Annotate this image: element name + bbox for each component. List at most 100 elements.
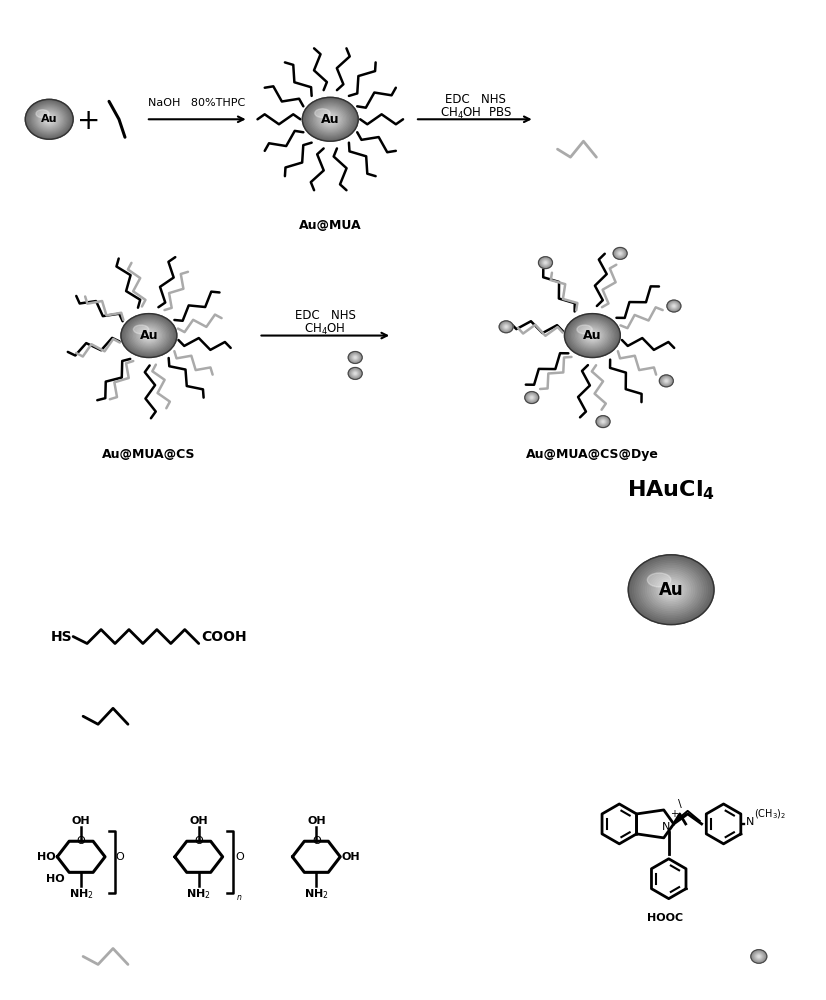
Ellipse shape (45, 115, 54, 123)
Text: NH$_2$: NH$_2$ (187, 887, 211, 901)
Ellipse shape (757, 955, 761, 958)
Ellipse shape (661, 376, 672, 386)
Ellipse shape (614, 248, 627, 259)
Text: CH$_4$OH  PBS: CH$_4$OH PBS (439, 106, 512, 121)
Ellipse shape (529, 396, 534, 400)
Ellipse shape (306, 101, 354, 138)
Ellipse shape (582, 327, 604, 344)
Text: O: O (312, 836, 320, 846)
Ellipse shape (349, 368, 362, 379)
Ellipse shape (525, 392, 539, 403)
Ellipse shape (586, 331, 598, 340)
Ellipse shape (577, 325, 592, 334)
Text: EDC   NHS: EDC NHS (295, 309, 356, 322)
Ellipse shape (576, 322, 609, 349)
Text: O: O (235, 852, 244, 862)
Ellipse shape (143, 331, 154, 340)
Ellipse shape (661, 376, 672, 385)
Ellipse shape (580, 326, 605, 345)
Ellipse shape (758, 956, 759, 957)
Ellipse shape (637, 562, 705, 618)
Ellipse shape (665, 380, 667, 382)
Ellipse shape (753, 952, 764, 961)
Ellipse shape (619, 252, 621, 254)
Ellipse shape (352, 355, 358, 360)
Ellipse shape (572, 319, 614, 352)
Ellipse shape (671, 304, 676, 308)
Ellipse shape (672, 305, 676, 308)
Ellipse shape (529, 395, 535, 401)
Ellipse shape (659, 375, 673, 387)
Ellipse shape (47, 117, 51, 121)
Ellipse shape (325, 115, 336, 124)
Ellipse shape (505, 326, 507, 328)
Ellipse shape (134, 323, 164, 348)
Text: Au: Au (583, 329, 601, 342)
Ellipse shape (544, 261, 547, 264)
Ellipse shape (349, 367, 362, 379)
Ellipse shape (662, 377, 671, 384)
Ellipse shape (754, 953, 763, 960)
Text: NH$_2$: NH$_2$ (304, 887, 329, 901)
Ellipse shape (654, 576, 688, 604)
Text: OH: OH (307, 816, 325, 826)
Text: NH$_2$: NH$_2$ (69, 887, 93, 901)
Ellipse shape (671, 303, 677, 309)
Ellipse shape (669, 302, 679, 310)
Ellipse shape (633, 558, 710, 621)
Ellipse shape (615, 248, 626, 258)
Ellipse shape (527, 394, 536, 401)
Ellipse shape (618, 251, 623, 255)
Ellipse shape (501, 322, 512, 332)
Ellipse shape (645, 569, 697, 611)
Ellipse shape (36, 108, 63, 130)
Ellipse shape (586, 330, 600, 341)
Ellipse shape (539, 258, 551, 268)
Ellipse shape (567, 316, 618, 355)
Ellipse shape (756, 954, 762, 959)
Ellipse shape (139, 328, 159, 343)
Ellipse shape (664, 379, 668, 383)
Text: EDC   NHS: EDC NHS (445, 93, 506, 106)
Ellipse shape (352, 355, 358, 360)
Ellipse shape (326, 116, 335, 123)
Ellipse shape (648, 571, 695, 609)
Ellipse shape (530, 396, 534, 399)
Ellipse shape (323, 114, 337, 125)
Ellipse shape (590, 333, 596, 338)
Ellipse shape (615, 249, 624, 257)
Ellipse shape (320, 112, 340, 127)
Text: HO: HO (45, 874, 64, 884)
Ellipse shape (573, 320, 612, 351)
Ellipse shape (662, 378, 670, 384)
Ellipse shape (613, 247, 627, 259)
Ellipse shape (315, 107, 345, 131)
Ellipse shape (530, 397, 533, 399)
Ellipse shape (525, 392, 539, 403)
Text: HO: HO (36, 852, 55, 862)
Ellipse shape (752, 950, 767, 963)
Ellipse shape (130, 320, 169, 351)
Ellipse shape (544, 262, 547, 264)
Ellipse shape (322, 113, 339, 126)
Ellipse shape (570, 318, 615, 353)
Ellipse shape (669, 302, 679, 310)
Text: Au@MUA@CS: Au@MUA@CS (102, 448, 196, 461)
Ellipse shape (588, 332, 596, 339)
Text: NaOH   80%THPC: NaOH 80%THPC (148, 98, 245, 108)
Text: +: + (670, 809, 677, 819)
Ellipse shape (541, 259, 550, 267)
Ellipse shape (584, 329, 601, 342)
Ellipse shape (526, 393, 537, 402)
Ellipse shape (148, 334, 150, 337)
Ellipse shape (543, 260, 548, 265)
Ellipse shape (349, 352, 362, 363)
Ellipse shape (529, 395, 534, 400)
Text: Au@MUA@CS@Dye: Au@MUA@CS@Dye (526, 448, 659, 461)
Ellipse shape (756, 954, 762, 959)
Ellipse shape (672, 305, 675, 307)
Ellipse shape (316, 108, 344, 130)
Ellipse shape (752, 951, 765, 962)
Ellipse shape (663, 378, 669, 383)
Ellipse shape (598, 418, 608, 426)
